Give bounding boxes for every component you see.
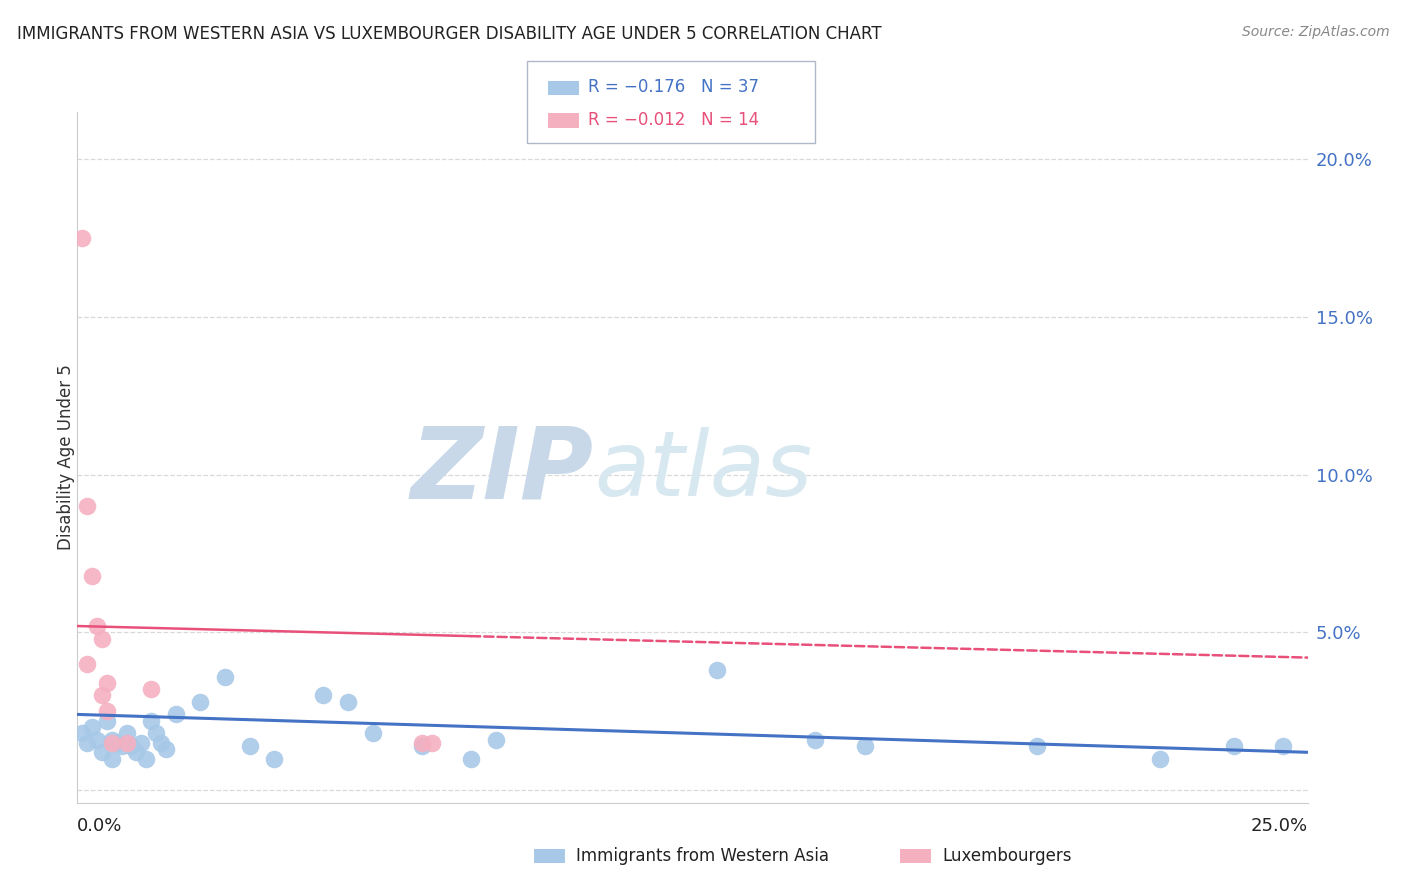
Text: Immigrants from Western Asia: Immigrants from Western Asia <box>576 847 830 865</box>
Point <box>804 732 827 747</box>
Text: 25.0%: 25.0% <box>1250 817 1308 835</box>
Text: IMMIGRANTS FROM WESTERN ASIA VS LUXEMBOURGER DISABILITY AGE UNDER 5 CORRELATION : IMMIGRANTS FROM WESTERN ASIA VS LUXEMBOU… <box>17 25 882 43</box>
Point <box>1149 751 1171 765</box>
Point <box>1026 739 1049 753</box>
Point <box>460 751 482 765</box>
Point <box>141 714 163 728</box>
Point <box>312 689 335 703</box>
Point <box>411 736 433 750</box>
Point <box>853 739 876 753</box>
Point <box>70 726 93 740</box>
Point <box>115 736 138 750</box>
Point <box>101 736 124 750</box>
Text: Luxembourgers: Luxembourgers <box>942 847 1071 865</box>
Point <box>96 676 118 690</box>
Point <box>190 695 212 709</box>
Point <box>214 669 236 683</box>
Text: R = −0.012   N = 14: R = −0.012 N = 14 <box>588 112 759 129</box>
Point <box>165 707 187 722</box>
Point <box>90 745 114 759</box>
Point <box>125 745 148 759</box>
Point <box>76 499 98 513</box>
Point <box>70 231 93 245</box>
Point <box>263 751 285 765</box>
Text: ZIP: ZIP <box>411 423 595 519</box>
Point <box>96 714 118 728</box>
Point <box>76 736 98 750</box>
Point <box>239 739 262 753</box>
Point <box>76 657 98 671</box>
Point <box>105 736 128 750</box>
Point <box>90 689 114 703</box>
Point <box>1223 739 1246 753</box>
Point <box>111 739 132 753</box>
Point <box>485 732 508 747</box>
Point <box>361 726 384 740</box>
Point <box>115 726 138 740</box>
Point <box>155 742 177 756</box>
Point <box>135 751 157 765</box>
Text: 0.0%: 0.0% <box>77 817 122 835</box>
Point <box>96 704 118 718</box>
Point <box>337 695 360 709</box>
Point <box>82 568 104 582</box>
Point <box>706 663 728 677</box>
Point <box>150 736 173 750</box>
Point <box>82 720 104 734</box>
Point <box>420 736 443 750</box>
Point <box>131 736 153 750</box>
Point <box>411 739 433 753</box>
Point <box>145 726 167 740</box>
Y-axis label: Disability Age Under 5: Disability Age Under 5 <box>58 364 75 550</box>
Text: R = −0.176   N = 37: R = −0.176 N = 37 <box>588 78 759 96</box>
Text: Source: ZipAtlas.com: Source: ZipAtlas.com <box>1241 25 1389 39</box>
Point <box>90 632 114 646</box>
Point <box>141 682 163 697</box>
Point <box>101 732 124 747</box>
Point <box>101 751 124 765</box>
Point <box>1272 739 1295 753</box>
Point <box>121 739 143 753</box>
Point <box>86 619 108 633</box>
Text: atlas: atlas <box>595 427 813 515</box>
Point <box>86 732 108 747</box>
